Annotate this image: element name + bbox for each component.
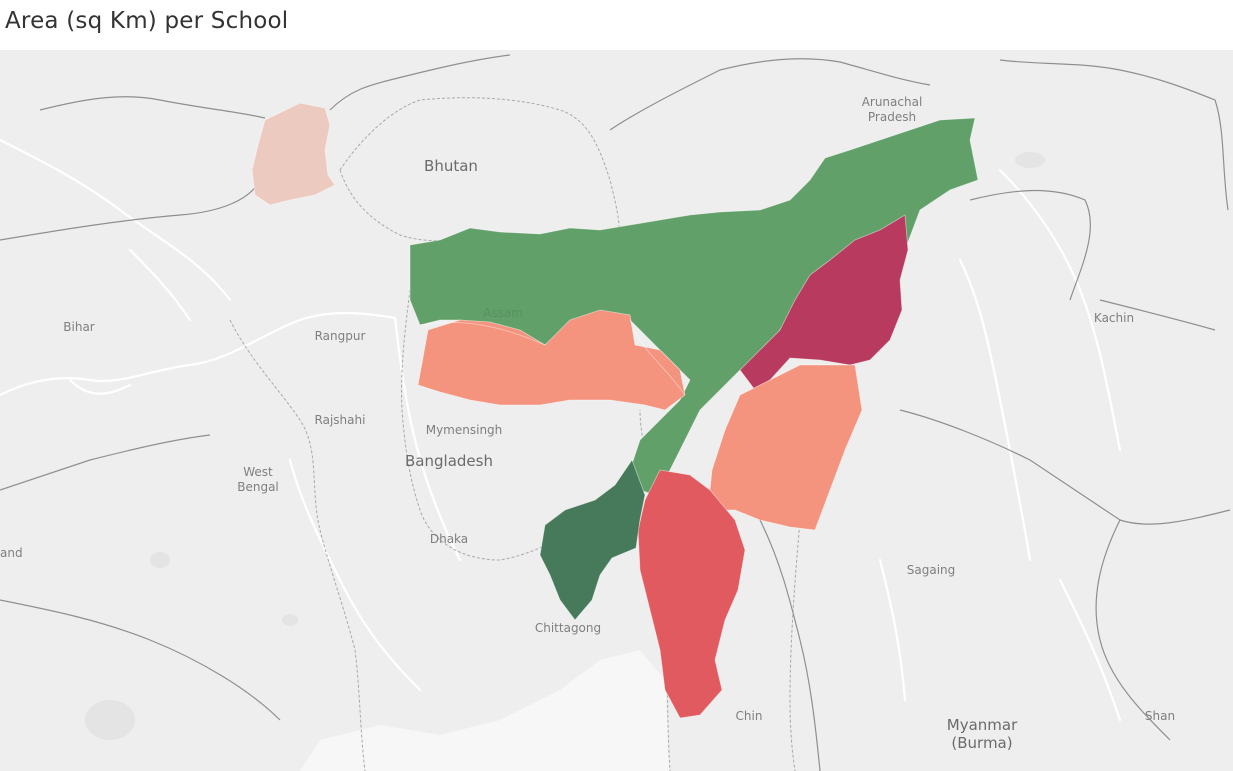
label-dhaka: Dhaka bbox=[430, 532, 468, 546]
label-mymensingh: Mymensingh bbox=[426, 423, 503, 437]
region-borders bbox=[419, 319, 686, 396]
region-manipur[interactable] bbox=[707, 364, 863, 531]
international-borders bbox=[0, 54, 1231, 771]
region-mizoram[interactable] bbox=[637, 469, 746, 719]
place-labels: Arunachal Pradesh Bhutan Assam Bihar Ran… bbox=[0, 95, 1175, 752]
region-sikkim[interactable] bbox=[251, 102, 336, 206]
label-myanmar-1: Myanmar bbox=[947, 716, 1018, 734]
label-sagaing: Sagaing bbox=[907, 563, 956, 577]
label-west-bengal-1: West bbox=[243, 465, 273, 479]
map-background bbox=[0, 50, 1233, 771]
label-bangladesh: Bangladesh bbox=[405, 452, 493, 470]
region-meghalaya[interactable] bbox=[417, 309, 686, 411]
label-arunachal-2: Pradesh bbox=[868, 110, 916, 124]
label-assam: Assam bbox=[483, 306, 523, 320]
label-bhutan: Bhutan bbox=[424, 157, 478, 175]
rivers bbox=[0, 138, 1122, 722]
label-bihar: Bihar bbox=[63, 320, 95, 334]
label-rangpur: Rangpur bbox=[315, 329, 366, 343]
label-shan: Shan bbox=[1145, 709, 1175, 723]
label-myanmar-2: (Burma) bbox=[951, 734, 1012, 752]
label-chin: Chin bbox=[736, 709, 763, 723]
bay-of-bengal bbox=[300, 650, 670, 771]
label-kachin: Kachin bbox=[1094, 311, 1134, 325]
label-chittagong: Chittagong bbox=[535, 621, 601, 635]
label-and: and bbox=[0, 546, 23, 560]
label-rajshahi: Rajshahi bbox=[315, 413, 366, 427]
admin-borders bbox=[229, 97, 801, 771]
page-title: Area (sq Km) per School bbox=[5, 8, 289, 34]
header: Area (sq Km) per School bbox=[0, 0, 1233, 50]
land-patches bbox=[85, 152, 1045, 740]
label-west-bengal-2: Bengal bbox=[237, 480, 279, 494]
label-arunachal-1: Arunachal bbox=[862, 95, 923, 109]
region-tripura[interactable] bbox=[539, 459, 646, 621]
map-svg[interactable]: Arunachal Pradesh Bhutan Assam Bihar Ran… bbox=[0, 50, 1233, 771]
map-container[interactable]: Arunachal Pradesh Bhutan Assam Bihar Ran… bbox=[0, 50, 1233, 771]
